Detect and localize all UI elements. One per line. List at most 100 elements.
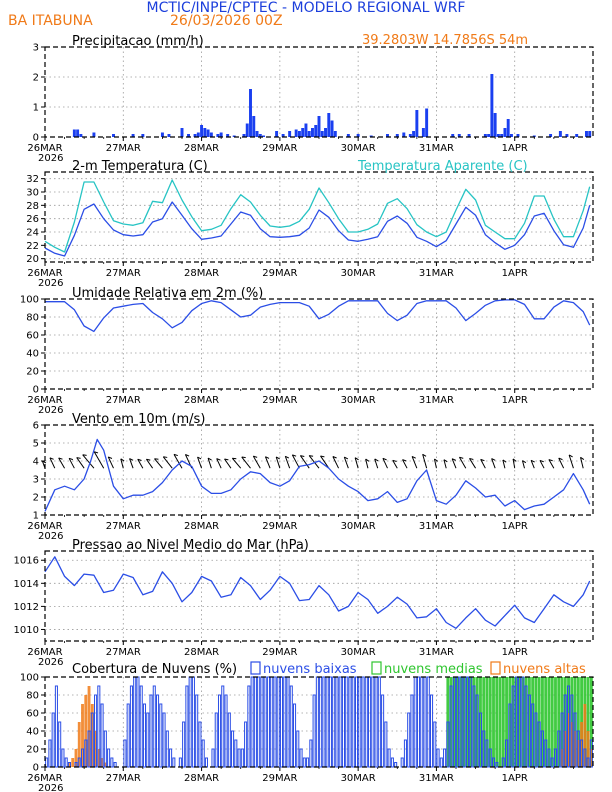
wind-barb — [402, 459, 408, 469]
wind-barb — [231, 457, 242, 469]
legend-mid-label: nuvens medias — [384, 662, 483, 677]
pressure-xtick-label: 30MAR — [341, 647, 376, 658]
wind-barb — [49, 457, 56, 469]
cloud-high-bar — [87, 686, 91, 767]
rh-ytick-label: 40 — [26, 349, 39, 360]
cloud-mid-bar — [544, 677, 548, 767]
temp-xtick-label: 27MAR — [106, 268, 141, 279]
cloud-high-bar — [94, 731, 97, 767]
wind-barb — [241, 456, 251, 469]
precip-bar — [415, 110, 419, 137]
cloud-high-bar — [90, 704, 94, 767]
precip-title: Precipitacao (mm/h) — [72, 34, 204, 49]
wind-ytick-label: 4 — [33, 457, 39, 468]
precip-bar — [346, 134, 350, 137]
cloud-low-bar — [64, 757, 68, 768]
pressure-frame — [44, 550, 594, 642]
wind-barb-flag — [459, 456, 464, 459]
cloud-low-bar — [198, 721, 202, 768]
precip-bar — [412, 131, 416, 137]
precip-bar — [483, 134, 487, 137]
pressure-xtick-label: 26MAR — [27, 647, 62, 658]
cloud-low-bar — [94, 694, 98, 768]
cloud-mid-bar — [449, 677, 453, 767]
cloud-low-bar — [361, 676, 365, 768]
cloud-low-bar — [159, 703, 163, 768]
precipitation-panel: 0 1 2 3 26MAR 27MAR 28MAR 29MAR 30MAR 31MAR 1APR 20… — [27, 43, 594, 164]
cloud-low-bar — [573, 712, 577, 768]
apparent-temp-title: Temperatura Aparente (C) — [357, 159, 528, 174]
precip-bar — [275, 131, 279, 137]
cloud-high-bar — [570, 722, 574, 767]
cloud-low-bar — [501, 757, 505, 768]
wind-barb-flag — [185, 454, 190, 457]
cloud-mid-bar — [472, 677, 476, 767]
wind-barb-flag — [491, 458, 496, 461]
cloud-low-bar — [511, 685, 515, 768]
cloud-low-bar — [195, 694, 199, 768]
cloud-low-bar — [416, 676, 421, 768]
precip-bar — [160, 132, 164, 137]
precip-bar — [232, 135, 236, 137]
cloud-mid-bar — [531, 677, 535, 767]
pressure-ytick-label: 1010 — [14, 625, 39, 636]
cloud-low-bar — [217, 694, 222, 768]
temp-ytick-label: 32 — [26, 174, 39, 185]
cloud-low-bar — [201, 739, 205, 768]
clouds-frame — [44, 676, 594, 768]
clouds-xtick-label: 31MAR — [419, 773, 454, 784]
cloud-low-bar — [319, 676, 323, 768]
wind-barb-flag — [548, 459, 553, 462]
precip-bar — [333, 131, 337, 137]
pressure-xtick-label: 27MAR — [106, 647, 141, 658]
cloud-low-bar — [407, 712, 411, 768]
wind-barb — [433, 458, 437, 469]
wind-barb — [343, 456, 349, 469]
wind-barb-flag — [539, 459, 544, 463]
precip-bar — [242, 134, 246, 137]
wind-ytick-label: 1 — [33, 511, 39, 522]
wind-ytick-label: 6 — [33, 421, 39, 432]
wind-barb-flag — [241, 456, 246, 459]
temp-xtick-label: 28MAR — [184, 268, 219, 279]
precip-bar — [549, 134, 553, 137]
cloud-low-bar — [325, 676, 329, 768]
wind-barb-flag — [42, 460, 47, 464]
legend-high-swatch — [490, 661, 501, 675]
wind-barb-flag — [275, 456, 280, 460]
wind-barb-flag — [568, 454, 573, 458]
precip-bar — [297, 131, 301, 137]
cloud-low-bar — [413, 676, 417, 768]
rh-xtick-label: 30MAR — [341, 395, 376, 406]
cloud-mid-bar — [541, 677, 544, 767]
precip-bar — [301, 128, 305, 137]
precip-xtick-label: 27MAR — [106, 143, 141, 154]
cloud-low-bar — [567, 685, 571, 768]
cloud-low-bar — [146, 712, 150, 768]
rh-ytick-label: 100 — [20, 295, 39, 306]
cloud-mid-bar — [521, 677, 525, 767]
cloud-low-bar — [185, 685, 189, 768]
legend-low-swatch — [250, 661, 261, 675]
precip-bar — [421, 128, 425, 137]
cloud-low-bar — [227, 712, 231, 768]
wind-barb — [374, 458, 379, 469]
precip-bar — [532, 135, 536, 137]
wind-barb — [129, 458, 134, 469]
wind-barb — [137, 459, 144, 469]
wind-xtick-label: 26MAR — [27, 521, 62, 532]
cloud-low-bar — [103, 730, 107, 768]
cloud-low-bar — [129, 685, 133, 768]
clouds-ytick-label: 20 — [26, 745, 39, 756]
precip-bar — [317, 116, 321, 137]
cloud-low-bar — [341, 676, 345, 768]
wind-barb-flag — [382, 457, 387, 461]
precip-bar — [304, 123, 308, 137]
wind-barb — [422, 454, 428, 469]
wind-barb — [275, 456, 281, 469]
precip-bar — [294, 129, 298, 137]
cloud-low-bar — [410, 694, 414, 768]
cloud-low-bar — [312, 694, 316, 768]
wind-barb-flag — [120, 458, 125, 462]
